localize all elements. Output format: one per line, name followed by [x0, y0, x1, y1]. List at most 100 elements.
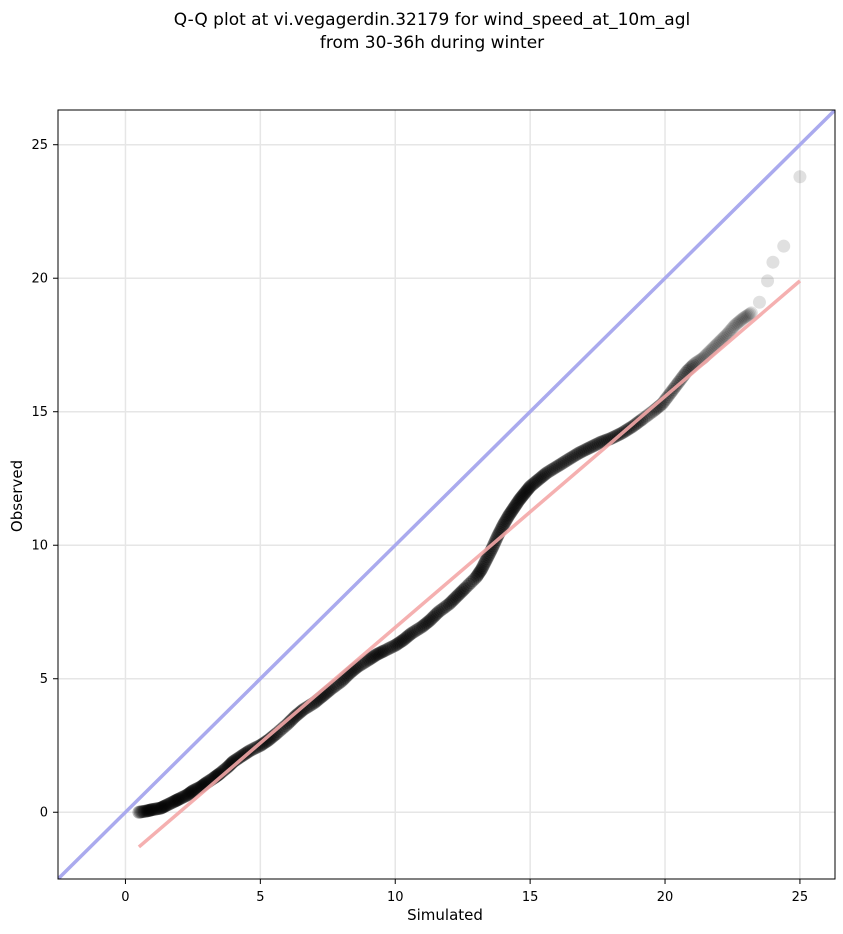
quantile-point	[421, 615, 435, 629]
quantile-point	[559, 454, 573, 468]
quantile-point	[444, 596, 458, 610]
y-tick-label: 0	[40, 806, 48, 821]
quantile-point	[521, 482, 535, 496]
x-tick-label: 25	[792, 890, 809, 905]
quantile-point	[398, 632, 412, 646]
quantile-point	[793, 170, 807, 184]
quantile-point	[557, 455, 571, 469]
quantile-point	[474, 564, 488, 578]
quantile-point	[413, 621, 427, 635]
quantile-point	[431, 605, 445, 619]
quantile-point	[412, 622, 426, 636]
quantile-point	[457, 582, 471, 596]
quantile-point	[509, 498, 523, 512]
quantile-point	[460, 579, 474, 593]
quantile-point	[178, 789, 192, 803]
quantile-point	[170, 793, 184, 807]
quantile-point	[498, 515, 512, 529]
quantile-point	[591, 436, 605, 450]
quantile-point	[472, 566, 486, 580]
quantile-point	[469, 570, 483, 584]
quantile-point	[723, 324, 737, 338]
quantile-point	[182, 787, 196, 801]
quantile-point	[169, 794, 183, 808]
quantile-point	[376, 644, 390, 658]
quantile-point	[470, 569, 484, 583]
quantile-point	[162, 797, 176, 811]
identity-line	[58, 110, 835, 879]
quantile-point	[259, 735, 273, 749]
quantile-point	[731, 316, 745, 330]
quantile-point	[156, 800, 170, 814]
quantile-point	[427, 609, 441, 623]
quantile-point	[512, 493, 526, 507]
y-tick-label: 15	[31, 405, 48, 420]
quantile-point	[476, 559, 490, 573]
quantile-point	[502, 509, 516, 523]
quantile-point	[172, 792, 186, 806]
quantile-point	[744, 306, 758, 320]
quantile-point	[359, 654, 373, 668]
quantile-point	[477, 557, 491, 571]
quantile-point	[633, 414, 647, 428]
quantile-point	[577, 443, 591, 457]
quantile-point	[152, 801, 166, 815]
quantile-point	[478, 555, 492, 569]
quantile-point	[375, 645, 389, 659]
quantile-point	[739, 309, 753, 323]
quantile-point	[372, 646, 386, 660]
y-tick-label: 5	[40, 672, 48, 687]
quantile-point	[284, 713, 298, 727]
quantile-point	[402, 629, 416, 643]
quantile-point	[174, 791, 188, 805]
quantile-point	[145, 803, 159, 817]
quantile-point	[448, 592, 462, 606]
quantile-point	[295, 704, 309, 718]
quantile-point	[168, 794, 182, 808]
quantile-point	[638, 410, 652, 424]
quantile-point	[383, 641, 397, 655]
quantile-point	[148, 802, 162, 816]
quantile-point	[142, 803, 156, 817]
quantile-point	[539, 466, 553, 480]
quantile-point	[297, 702, 311, 716]
quantile-point	[732, 315, 746, 329]
quantile-point	[429, 608, 443, 622]
quantile-point	[368, 649, 382, 663]
quantile-point	[358, 655, 372, 669]
quantile-point	[721, 326, 735, 340]
quantile-point	[500, 512, 514, 526]
quantile-point	[541, 465, 555, 479]
quantile-point	[572, 446, 586, 460]
quantile-point	[522, 481, 536, 495]
quantile-point	[537, 468, 551, 482]
quantile-point	[157, 799, 171, 813]
quantile-point	[181, 788, 194, 802]
quantile-point	[479, 553, 493, 567]
quantile-point	[531, 473, 545, 487]
quantile-point	[369, 648, 383, 662]
quantile-point	[475, 562, 489, 576]
quantile-point	[720, 327, 734, 341]
quantile-point	[513, 492, 527, 506]
quantile-point	[291, 707, 305, 721]
quantile-point	[533, 472, 547, 486]
quantile-point	[595, 435, 609, 449]
quantile-point	[440, 598, 454, 612]
quantile-point	[290, 708, 304, 722]
quantile-point	[147, 802, 161, 816]
quantile-point	[724, 323, 738, 337]
quantile-point	[561, 453, 575, 467]
quantile-point	[588, 438, 602, 452]
quantile-point	[510, 497, 524, 511]
quantile-point	[141, 804, 155, 818]
quantile-point	[396, 633, 410, 647]
quantile-point	[171, 793, 185, 807]
quantile-points	[132, 170, 807, 819]
quantile-point	[519, 485, 533, 499]
quantile-point	[716, 331, 730, 345]
quantile-point	[181, 787, 195, 801]
quantile-point	[404, 626, 418, 640]
quantile-point	[166, 795, 180, 809]
